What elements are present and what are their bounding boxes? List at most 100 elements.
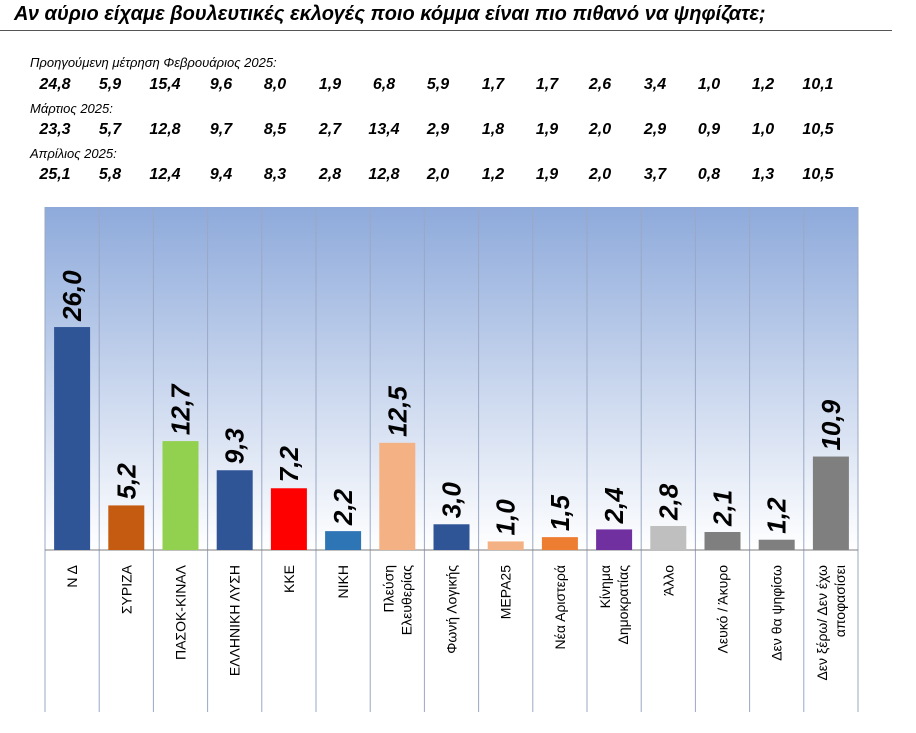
bar	[379, 442, 416, 550]
bar-value-label: 1,5	[545, 494, 575, 531]
history-value: 5,7	[98, 121, 122, 138]
bar-value-label: 9,3	[220, 428, 250, 465]
history-row-march: 23,3 5,7 12,8 9,7 8,5 2,7 13,4 2,9 1,8 1,9 2,0 2,9 0…	[0, 121, 916, 143]
history-value: 1,0	[751, 121, 775, 138]
category-label: Κίνημα	[597, 565, 613, 608]
history-value: 9,4	[209, 166, 233, 183]
bar	[650, 525, 687, 550]
history-value: 3,7	[643, 166, 667, 183]
bar	[758, 539, 795, 550]
history-value: 8,5	[263, 121, 287, 138]
history-value: 25,1	[39, 166, 71, 183]
history-value: 0,9	[697, 121, 721, 138]
history-value: 1,7	[535, 76, 559, 93]
history-value: 9,6	[209, 76, 233, 93]
bar	[487, 541, 524, 550]
history-value: 1,9	[318, 76, 342, 93]
history-value: 0,8	[697, 166, 721, 183]
history-value: 10,5	[802, 121, 834, 138]
history-value: 5,9	[98, 76, 122, 93]
bar	[433, 524, 470, 550]
history-row-february: 24,8 5,9 15,4 9,6 8,0 1,9 6,8 5,9 1,7 1,7 2,6 3,4 1,…	[0, 76, 916, 98]
bar-value-label: 1,0	[491, 499, 521, 536]
history-value: 9,7	[209, 121, 233, 138]
history-value: 24,8	[39, 76, 71, 93]
history-value: 5,8	[98, 166, 122, 183]
history-value: 5,9	[426, 76, 450, 93]
bar-value-label: 2,8	[653, 483, 683, 521]
history-value: 3,4	[643, 76, 667, 93]
bar-value-label: 26,0	[57, 270, 87, 322]
bar-value-label: 1,2	[762, 497, 792, 534]
history-value: 10,5	[802, 166, 834, 183]
history-value: 10,1	[802, 76, 834, 93]
history-value: 2,0	[588, 121, 612, 138]
history-label-february: Προηγούμενη μέτρηση Φεβρουάριος 2025:	[30, 55, 277, 70]
history-value: 1,9	[535, 166, 559, 183]
bar-value-label: 10,9	[816, 399, 846, 450]
history-value: 13,4	[368, 121, 400, 138]
history-label-march: Μάρτιος 2025:	[30, 101, 113, 116]
history-value: 1,2	[751, 76, 775, 93]
category-label: ΚΚΕ	[281, 565, 297, 593]
bar	[812, 456, 849, 550]
category-label: ΝΙΚΗ	[335, 565, 351, 598]
bar	[704, 531, 741, 550]
history-value: 1,7	[481, 76, 505, 93]
category-label: Ν Δ	[64, 565, 80, 588]
history-value: 8,3	[263, 166, 287, 183]
history-value: 2,9	[426, 121, 450, 138]
history-value: 15,4	[149, 76, 181, 93]
category-label: Λευκό / Άκυρο	[715, 565, 731, 654]
bar	[162, 441, 199, 550]
bar	[216, 470, 253, 550]
history-value: 2,0	[426, 166, 450, 183]
history-value: 1,0	[697, 76, 721, 93]
title-divider	[0, 30, 892, 31]
bar-value-label: 3,0	[437, 482, 467, 519]
history-label-april: Απρίλιος 2025:	[30, 146, 117, 161]
category-label: Πλεύση	[380, 565, 396, 612]
bar-value-label: 2,1	[708, 490, 738, 527]
history-value: 1,8	[481, 121, 505, 138]
history-value: 2,8	[318, 166, 342, 183]
category-label: ΕΛΛΗΝΙΚΗ ΛΥΣΗ	[227, 565, 243, 676]
history-value: 12,4	[149, 166, 181, 183]
bar	[541, 537, 578, 550]
category-label: Άλλο	[660, 565, 676, 596]
bar	[325, 531, 362, 550]
category-label: Φωνή Λογικής	[444, 565, 460, 654]
category-label: αποφασίσει	[832, 565, 848, 637]
history-value: 12,8	[149, 121, 181, 138]
bar-value-label: 12,7	[166, 383, 196, 435]
history-value: 2,9	[643, 121, 667, 138]
category-label: ΜΕΡΑ25	[498, 565, 514, 619]
bar	[270, 488, 307, 550]
history-value: 2,6	[588, 76, 612, 93]
category-label: Δημοκρατίας	[615, 565, 631, 645]
history-value: 23,3	[39, 121, 71, 138]
category-label: Νέα Αριστερά	[552, 565, 568, 649]
category-label: Δεν θα ψηφίσω	[769, 565, 785, 661]
history-value: 12,8	[368, 166, 400, 183]
history-value: 2,0	[588, 166, 612, 183]
history-value: 1,2	[481, 166, 505, 183]
bar-value-label: 5,2	[111, 463, 141, 500]
category-label: ΠΑΣΟΚ-ΚΙΝΑΛ	[173, 564, 189, 660]
history-row-april: 25,1 5,8 12,4 9,4 8,3 2,8 12,8 2,0 1,2 1,9 2,0 3,7 0…	[0, 166, 916, 188]
bar	[54, 327, 91, 550]
bar	[108, 505, 145, 550]
bar-value-label: 12,5	[382, 386, 412, 437]
history-value: 8,0	[263, 76, 287, 93]
category-label: ΣΥΡΙΖΑ	[118, 564, 134, 614]
history-value: 2,7	[318, 121, 342, 138]
history-value: 1,3	[751, 166, 775, 183]
bar	[596, 529, 633, 550]
history-value: 1,9	[535, 121, 559, 138]
page-title: Αν αύριο είχαμε βουλευτικές εκλογές ποιο…	[14, 3, 766, 25]
bar-value-label: 2,2	[328, 488, 358, 526]
category-label: Ελευθερίας	[398, 565, 414, 635]
bar-value-label: 2,4	[599, 487, 629, 525]
history-value: 6,8	[372, 76, 396, 93]
